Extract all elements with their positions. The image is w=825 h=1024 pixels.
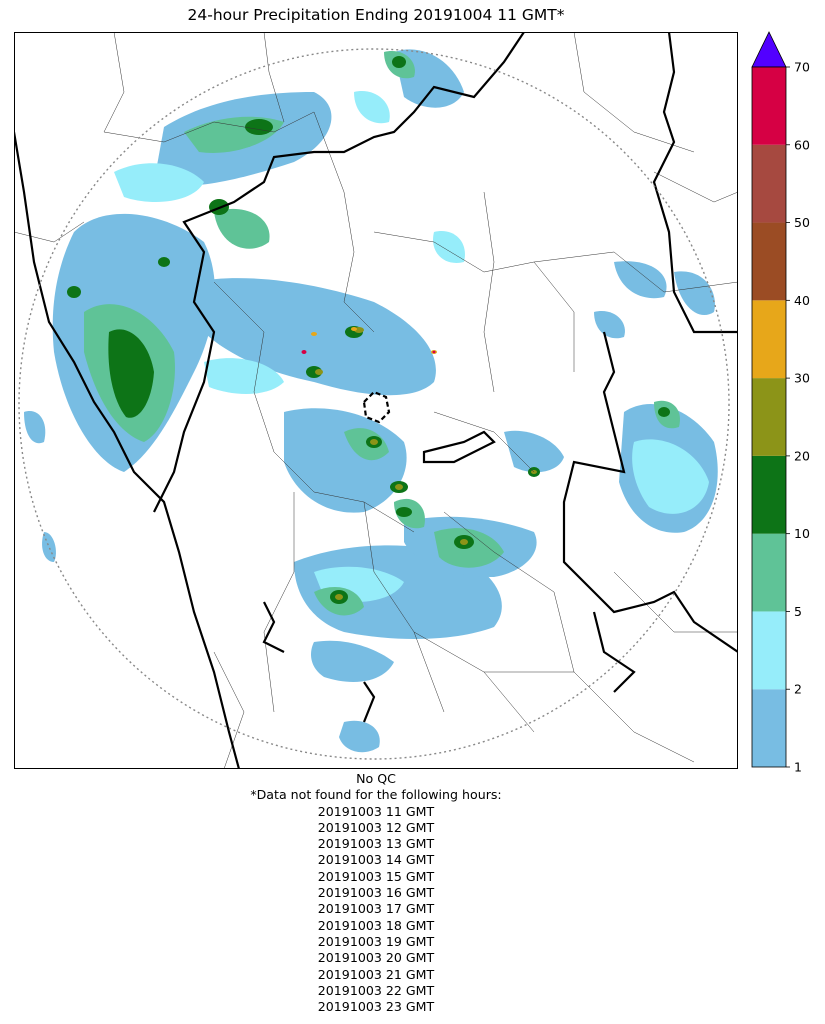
precip-field-30-plus: [301, 327, 437, 354]
state-boundaries: [14, 32, 738, 769]
precip-field-20-30: [315, 327, 537, 600]
missing-hour: 20191003 18 GMT: [317, 917, 435, 933]
colorbar-segment: [752, 689, 786, 767]
colorbar-frame: [751, 66, 787, 768]
colorbar-segment: [752, 378, 786, 456]
missing-hour: 20191003 14 GMT: [317, 852, 435, 868]
precip-field-cyan: [114, 91, 709, 602]
map-footer: No QC *Data not found for the following …: [14, 771, 738, 1015]
missing-hour: 20191003 16 GMT: [317, 885, 435, 901]
colorbar-segment: [752, 67, 786, 145]
missing-hour: 20191003 23 GMT: [317, 999, 435, 1015]
missing-hour: 20191003 13 GMT: [317, 836, 435, 852]
colorbar-extend-arrow: [751, 31, 787, 68]
colorbar-tick-label: 20: [794, 448, 810, 463]
colorbar-tick-label: 40: [794, 293, 810, 308]
map-title: 24-hour Precipitation Ending 20191004 11…: [187, 6, 565, 24]
missing-hours-header: *Data not found for the following hours:: [250, 787, 502, 803]
missing-hour: 20191003 19 GMT: [317, 933, 435, 949]
missing-hour: 20191003 11 GMT: [317, 803, 435, 819]
missing-hour: 20191003 22 GMT: [317, 982, 435, 998]
colorbar-segment: [752, 455, 786, 534]
missing-hour: 20191003 20 GMT: [317, 950, 435, 966]
missing-hour: 20191003 21 GMT: [317, 966, 435, 982]
colorbar-tick-label: 1: [794, 760, 802, 775]
colorbar-segment: [752, 300, 786, 379]
colorbar-segment: [752, 222, 786, 301]
colorbar-segment: [752, 144, 786, 223]
colorbar-tick-label: 50: [794, 215, 810, 230]
colorbar-tick-label: 10: [794, 526, 810, 541]
colorbar-tick-label: 2: [794, 682, 802, 697]
colorbar-tick-label: 30: [794, 371, 810, 386]
missing-hour: 20191003 12 GMT: [317, 819, 435, 835]
precip-colorbar: 1 2 5 10 20 30 40 50 60 70: [751, 31, 810, 775]
qc-note: No QC: [356, 771, 396, 786]
colorbar-segment: [752, 533, 786, 612]
district-boundaries: [14, 32, 738, 769]
colorbar-tick-label: 70: [794, 60, 810, 75]
colorbar-tick-label: 60: [794, 137, 810, 152]
colorbar-segment: [752, 611, 786, 690]
missing-hour: 20191003 15 GMT: [317, 868, 435, 884]
precipitation-map: [14, 32, 738, 769]
precip-field-10-20: [67, 56, 670, 604]
missing-hour: 20191003 17 GMT: [317, 901, 435, 917]
radar-range-ring: [18, 48, 730, 760]
colorbar-tick-label: 5: [794, 604, 802, 619]
